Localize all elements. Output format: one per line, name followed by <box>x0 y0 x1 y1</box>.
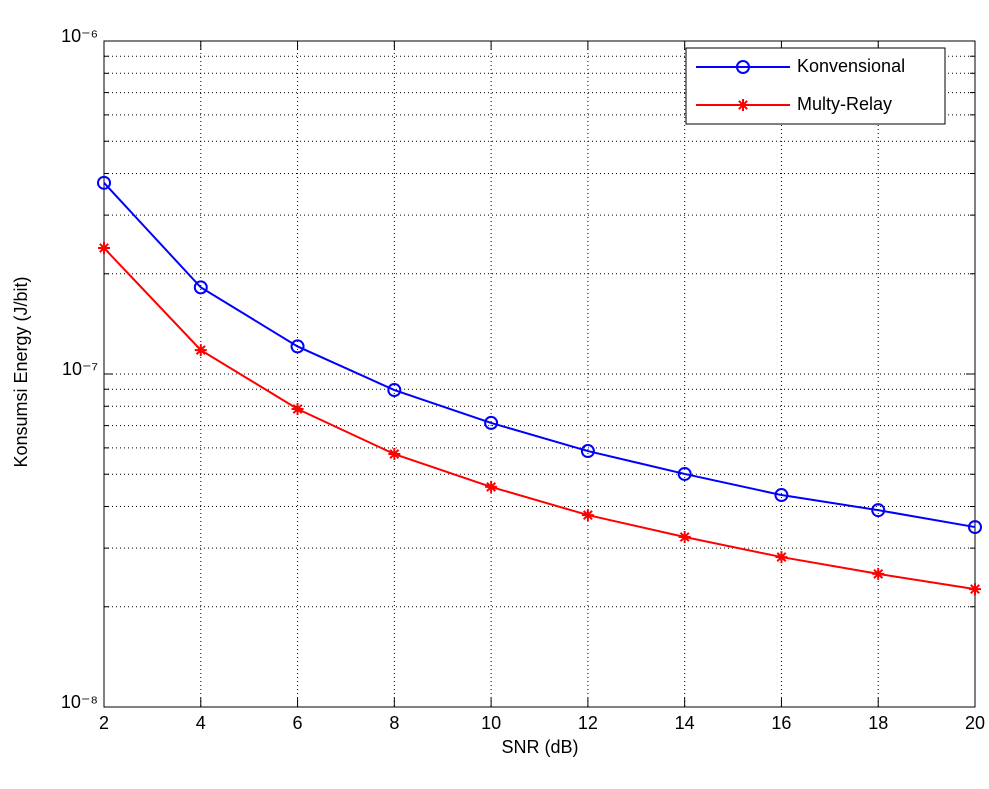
x-tick-label: 2 <box>99 713 109 733</box>
x-tick-label: 4 <box>196 713 206 733</box>
x-tick-label: 12 <box>578 713 598 733</box>
x-axis-label: SNR (dB) <box>501 737 578 757</box>
legend-label: Multy-Relay <box>797 94 892 114</box>
page: SNR (dB) Konsumsi Energy (J/bit) 10⁻⁸ 10⁻… <box>0 0 989 789</box>
x-tick-label: 20 <box>965 713 985 733</box>
marker <box>98 242 110 254</box>
y-tick-label: 10⁻⁷ <box>62 359 98 379</box>
marker <box>195 344 207 356</box>
x-tick-label: 10 <box>481 713 501 733</box>
x-tick-label: 18 <box>868 713 888 733</box>
legend-marker <box>737 99 749 111</box>
x-tick-label: 14 <box>675 713 695 733</box>
y-tick-label: 10⁻⁶ <box>61 26 98 46</box>
x-tick-label: 8 <box>389 713 399 733</box>
x-tick-label: 6 <box>293 713 303 733</box>
x-tick-label: 16 <box>771 713 791 733</box>
y-axis-label: Konsumsi Energy (J/bit) <box>11 276 31 467</box>
legend-label: Konvensional <box>797 56 905 76</box>
y-tick-label: 10⁻⁸ <box>61 692 98 712</box>
chart: SNR (dB) Konsumsi Energy (J/bit) 10⁻⁸ 10⁻… <box>0 0 989 789</box>
